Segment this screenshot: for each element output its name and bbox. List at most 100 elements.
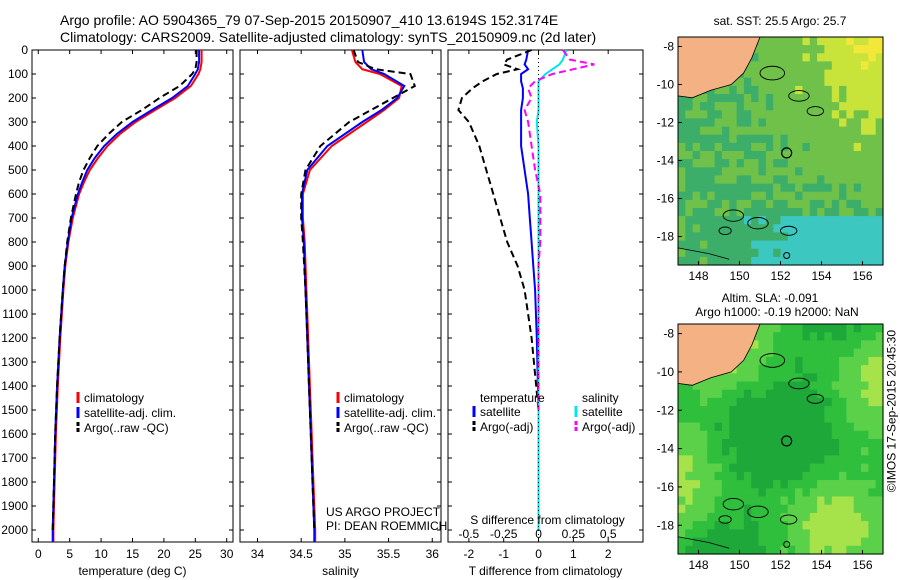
field-cell (758, 191, 767, 201)
field-cell (729, 480, 738, 489)
field-cell (824, 447, 833, 456)
field-cell (780, 324, 789, 333)
field-cell (758, 480, 767, 489)
field-cell (700, 414, 708, 424)
field-cell (685, 208, 694, 217)
field-cell (729, 118, 738, 128)
field-cell (765, 480, 774, 489)
top-axis-label: S difference from climatology (470, 513, 625, 527)
field-cell (780, 521, 789, 530)
field-cell (758, 142, 767, 152)
field-cell (875, 110, 884, 119)
field-cell (751, 545, 760, 555)
field-cell (809, 208, 818, 217)
field-cell (721, 545, 730, 555)
field-cell (758, 365, 767, 374)
field-cell (736, 183, 745, 193)
field-cell (787, 529, 796, 539)
field-cell (831, 45, 840, 54)
field-cell (780, 159, 789, 168)
field-grid (678, 324, 884, 555)
field-cell (846, 447, 855, 456)
field-cell (773, 365, 782, 374)
x-tick-label: 5 (66, 547, 73, 561)
field-cell (839, 224, 847, 233)
field-cell (831, 85, 840, 95)
field-cell (809, 118, 818, 128)
field-cell (714, 422, 723, 432)
field-cell (839, 512, 847, 522)
field-cell (875, 232, 884, 242)
field-cell (743, 455, 752, 465)
field-cell (780, 463, 789, 473)
field-cell (875, 248, 884, 258)
field-cell (839, 463, 847, 473)
field-cell (853, 504, 862, 514)
field-cell (773, 183, 782, 193)
field-cell (678, 134, 686, 144)
field-cell (861, 224, 869, 233)
field-cell (861, 521, 869, 530)
field-cell (678, 545, 686, 555)
field-cell (824, 324, 833, 333)
field-cell (721, 496, 730, 506)
field-cell (758, 94, 767, 103)
field-cell (861, 167, 869, 176)
field-cell (817, 447, 825, 456)
field-cell (817, 422, 825, 432)
field-cell (853, 102, 862, 111)
field-cell (714, 397, 723, 407)
field-cell (773, 102, 782, 111)
field-cell (846, 406, 855, 415)
field-cell (787, 324, 796, 333)
field-cell (853, 110, 862, 119)
x-tick-label: -2 (464, 547, 475, 561)
field-cell (817, 199, 825, 209)
field-cell (839, 414, 847, 424)
y-tick-label: 300 (8, 115, 28, 129)
field-cell (736, 439, 745, 448)
field-cell (787, 37, 796, 46)
field-cell (729, 159, 738, 168)
field-cell (729, 414, 738, 424)
field-cell (736, 430, 745, 440)
field-cell (875, 389, 884, 399)
field-cell (809, 439, 818, 448)
map-subtitle: Argo h1000: -0.19 h2000: NaN (695, 305, 858, 319)
field-cell (685, 126, 694, 136)
field-cell (692, 167, 701, 176)
field-cell (831, 61, 840, 71)
field-cell (729, 134, 738, 144)
field-cell (802, 430, 811, 440)
legend-label: Argo(-adj) (582, 420, 635, 434)
field-cell (714, 389, 723, 399)
y-tick-label: 1200 (1, 331, 28, 345)
field-cell (773, 430, 782, 440)
field-cell (765, 463, 774, 473)
field-cell (765, 332, 774, 341)
field-cell (758, 414, 767, 424)
field-cell (685, 488, 694, 498)
field-cell (765, 471, 774, 481)
field-cell (765, 537, 774, 547)
field-cell (839, 422, 847, 432)
field-cell (802, 537, 811, 547)
island-outline (788, 90, 810, 102)
field-cell (714, 208, 723, 217)
coastline (677, 536, 730, 549)
field-cell (868, 447, 877, 456)
field-cell (736, 191, 745, 201)
field-cell (765, 199, 774, 209)
field-cell (743, 159, 752, 168)
field-cell (795, 134, 803, 144)
field-cell (817, 45, 825, 54)
field-cell (839, 397, 847, 407)
field-cell (795, 142, 803, 152)
field-cell (817, 175, 825, 185)
y-tick-label: -16 (657, 480, 675, 494)
field-cell (787, 430, 796, 440)
field-cell (839, 439, 847, 448)
field-cell (861, 208, 869, 217)
field-cell (758, 488, 767, 498)
field-cell (773, 389, 782, 399)
